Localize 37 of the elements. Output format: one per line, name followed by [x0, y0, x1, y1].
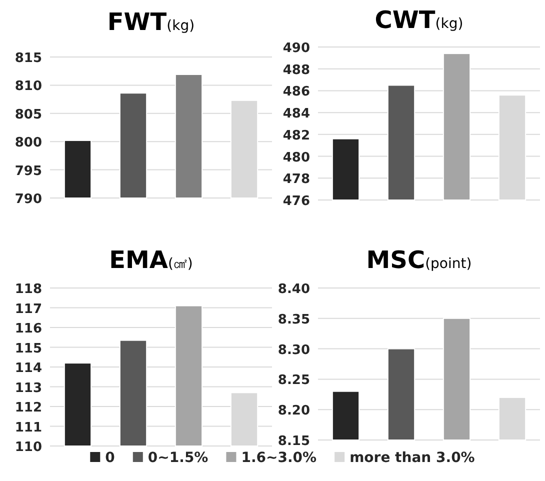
y-tick-label: 8.35 — [278, 312, 310, 328]
y-tick-label: 111 — [14, 420, 42, 436]
legend-label: 0~1.5% — [148, 450, 208, 466]
chart-title: EMA(㎠) — [109, 246, 193, 274]
y-tick-label: 117 — [14, 302, 42, 317]
y-tick-label: 115 — [14, 341, 42, 356]
y-tick-label: 113 — [14, 380, 42, 396]
y-tick-label: 476 — [282, 194, 310, 209]
y-tick-label: 8.30 — [278, 342, 310, 358]
y-tick-label: 795 — [14, 164, 42, 179]
legend-label: 1.6~3.0% — [241, 450, 317, 466]
y-tick-label: 114 — [14, 361, 42, 376]
y-tick-label: 118 — [14, 282, 42, 297]
y-tick-label: 815 — [14, 51, 42, 66]
y-tick-label: 112 — [14, 400, 42, 416]
y-tick-label: 790 — [14, 192, 42, 207]
y-tick-label: 488 — [282, 62, 310, 78]
chart-title: CWT(kg) — [374, 6, 464, 34]
legend-label: 0 — [105, 450, 116, 466]
y-tick-label: 8.25 — [278, 373, 310, 388]
y-tick-label: 116 — [14, 322, 42, 336]
y-tick-label: 482 — [282, 128, 310, 144]
y-tick-label: 486 — [282, 84, 310, 100]
y-tick-label: 478 — [282, 172, 310, 188]
y-tick-label: 484 — [282, 106, 310, 122]
chart-title: FWT(kg) — [107, 8, 195, 36]
y-tick-label: 810 — [14, 79, 42, 94]
chart-title: MSC(point) — [366, 246, 472, 274]
y-tick-label: 490 — [282, 41, 310, 56]
y-tick-label: 800 — [14, 136, 42, 151]
legend-label: more than 3.0% — [350, 450, 475, 466]
y-tick-label: 805 — [14, 107, 42, 122]
y-tick-label: 8.15 — [278, 434, 310, 449]
y-tick-label: 8.40 — [278, 282, 310, 297]
y-tick-label: 480 — [282, 150, 310, 166]
y-tick-label: 8.20 — [278, 404, 310, 419]
y-tick-label: 110 — [14, 440, 42, 455]
